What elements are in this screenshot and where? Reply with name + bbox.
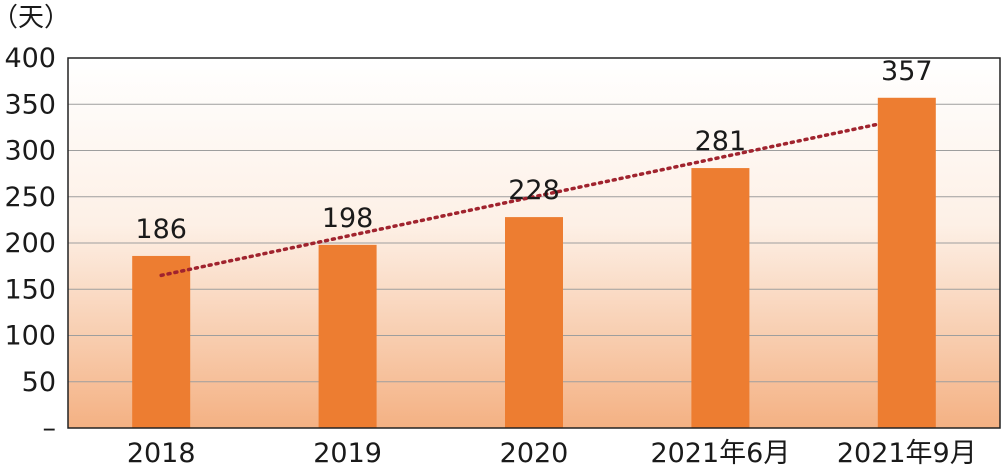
- data-label: 281: [695, 126, 747, 157]
- bar: [691, 168, 750, 428]
- x-axis-ticks: 2018 2019 2020 2021年6月 2021年9月: [127, 438, 977, 468]
- x-tick-label: 2020: [500, 438, 569, 468]
- x-tick-label: 2019: [313, 438, 382, 468]
- bar: [505, 217, 563, 428]
- y-tick-label: 350: [4, 89, 56, 120]
- y-tick-label: 150: [4, 274, 56, 305]
- y-tick-label: 50: [22, 367, 56, 398]
- y-tick-label: 400: [4, 43, 56, 74]
- data-label: 228: [508, 175, 560, 206]
- trendline-layer: [159, 122, 880, 278]
- x-tick-label: 2018: [127, 438, 196, 468]
- y-tick-label: 300: [4, 136, 56, 167]
- bar: [318, 244, 377, 428]
- x-tick-label: 2021年9月: [837, 438, 977, 468]
- data-label: 198: [322, 203, 374, 234]
- y-axis-unit-label: （天）: [0, 3, 70, 33]
- bars: [132, 97, 936, 429]
- x-tick-label: 2021年6月: [650, 438, 790, 468]
- trendline: [159, 122, 880, 278]
- plot-border: [67, 57, 1001, 429]
- bar: [877, 97, 936, 429]
- data-label: 357: [881, 56, 933, 87]
- bar: [132, 255, 191, 428]
- y-tick-label: 200: [4, 228, 56, 259]
- y-axis-ticks: – 50 100 150 200 250 300 350 400: [4, 43, 56, 444]
- y-tick-label: 250: [4, 182, 56, 213]
- data-labels: 186 198 228 281 357: [135, 56, 932, 245]
- y-tick-label: 100: [4, 321, 56, 352]
- data-label: 186: [135, 214, 187, 245]
- y-tick-label: –: [43, 413, 57, 444]
